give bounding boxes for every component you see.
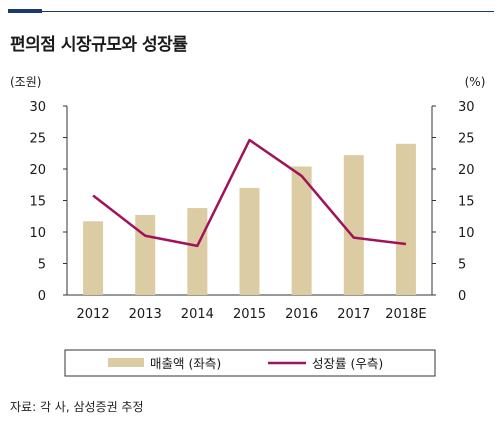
left-tick-label: 30 <box>29 100 46 115</box>
left-tick-label: 10 <box>29 226 46 241</box>
left-tick-label: 5 <box>38 258 46 273</box>
left-tick-label: 15 <box>29 195 46 210</box>
x-tick-label: 2013 <box>129 307 162 322</box>
legend: 매출액 (좌측) 성장률 (우측) <box>64 349 436 377</box>
bar <box>291 166 312 295</box>
bar <box>239 187 260 295</box>
x-tick-label: 2018E <box>385 307 426 322</box>
right-tick-label: 10 <box>458 226 475 241</box>
right-tick-label: 15 <box>458 195 475 210</box>
legend-swatch-bar <box>108 358 144 367</box>
right-tick-label: 5 <box>458 258 466 273</box>
right-tick-label: 25 <box>458 132 475 147</box>
header-rule-accent <box>8 9 42 13</box>
right-tick-label: 30 <box>458 100 475 115</box>
bar <box>135 214 156 295</box>
x-tick-label: 2017 <box>337 307 370 322</box>
growth-line <box>92 138 407 248</box>
x-tick-label: 2016 <box>285 307 318 322</box>
left-tick-label: 0 <box>38 289 46 304</box>
left-tick-label: 20 <box>29 163 46 178</box>
legend-label-line: 성장률 (우측) <box>312 356 383 371</box>
right-axis-unit: (%) <box>465 75 486 89</box>
bar-series <box>83 143 416 295</box>
chart-title: 편의점 시장규모와 성장률 <box>10 35 188 55</box>
bar <box>395 143 416 295</box>
header-rule-line <box>42 11 494 12</box>
bar <box>187 208 208 295</box>
left-tick-label: 25 <box>29 132 46 147</box>
legend-label-bar: 매출액 (좌측) <box>150 356 221 371</box>
legend-box <box>64 349 436 377</box>
x-tick-label: 2014 <box>181 307 214 322</box>
bar <box>343 155 364 295</box>
x-tick-label: 2012 <box>77 307 110 322</box>
combo-chart: (조원) (%) 0 5 10 15 20 25 30 0 5 10 15 20 25 30 2012 2013 2… <box>10 75 485 377</box>
bar <box>83 221 104 295</box>
header-rule <box>0 0 500 14</box>
right-tick-label: 20 <box>458 163 475 178</box>
right-tick-label: 0 <box>458 289 466 304</box>
axes: (조원) (%) 0 5 10 15 20 25 30 0 5 10 15 20 25 30 2012 2013 2… <box>10 75 485 322</box>
line-series <box>92 138 407 248</box>
left-axis-unit: (조원) <box>10 75 41 89</box>
x-tick-label: 2015 <box>233 307 266 322</box>
source-note: 자료: 각 사, 삼성증권 추정 <box>10 400 144 414</box>
